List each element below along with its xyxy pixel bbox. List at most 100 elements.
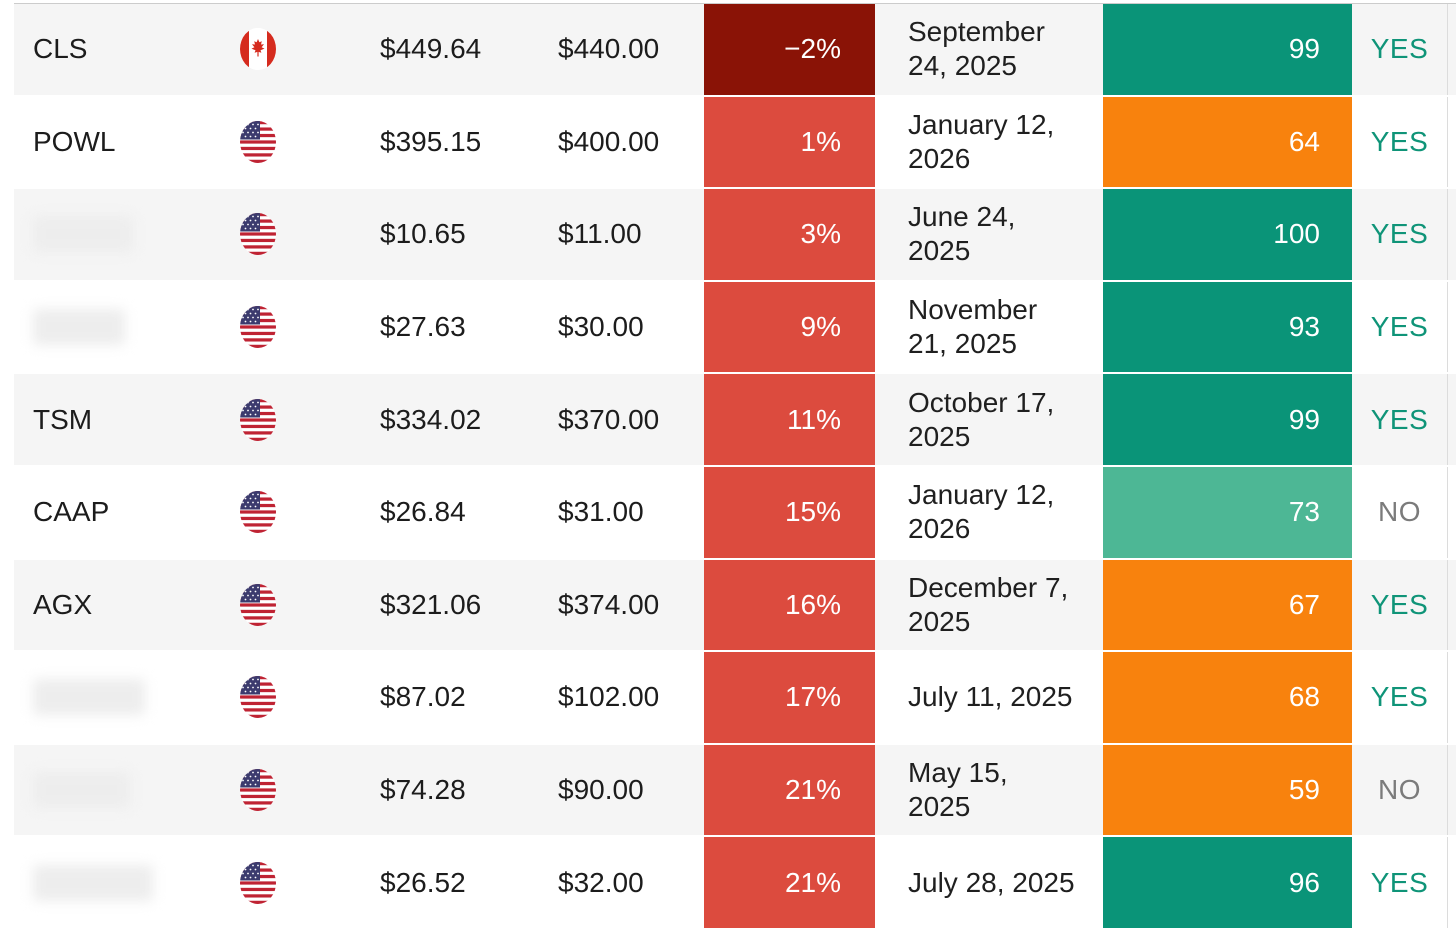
current-price-value: $87.02 [380, 681, 466, 713]
table-row[interactable]: $10.65 $11.00 3% June 24, 2025 100 YES [0, 189, 1456, 282]
column-divider [1447, 374, 1448, 465]
current-price-cell: $321.06 [290, 559, 490, 651]
percent-change-value: 11% [787, 403, 841, 435]
decision-value: NO [1378, 496, 1421, 528]
us-flag-icon [240, 306, 276, 349]
redacted-ticker-blur [33, 772, 130, 809]
date-cell: June 24, 2025 [875, 189, 1103, 280]
score-cell: 99 [1103, 374, 1352, 465]
current-price-cell: $395.15 [290, 96, 490, 188]
target-price-value: $32.00 [558, 866, 644, 898]
us-flag-icon [240, 861, 276, 904]
redacted-ticker-blur [33, 679, 145, 716]
date-value: September 24, 2025 [908, 16, 1045, 82]
ticker-label: POWL [33, 125, 116, 157]
current-price-value: $10.65 [380, 218, 466, 250]
target-price-value: $90.00 [558, 774, 644, 806]
row-spacer [675, 189, 704, 280]
decision-cell: YES [1352, 189, 1447, 280]
date-cell: January 12, 2026 [875, 96, 1103, 188]
country-flag-cell [226, 466, 290, 558]
table-row[interactable]: CAAP [0, 466, 1456, 560]
us-flag-icon [240, 769, 276, 812]
column-divider [1447, 281, 1448, 373]
country-flag-cell [226, 837, 290, 928]
country-flag-cell [226, 281, 290, 373]
us-flag-icon [240, 676, 276, 719]
ticker-cell [14, 652, 226, 743]
redacted-ticker-blur [33, 864, 153, 901]
current-price-value: $395.15 [380, 125, 482, 157]
row-right-filler [1448, 837, 1456, 928]
current-price-cell: $27.63 [290, 281, 490, 373]
row-right-filler [1448, 374, 1456, 465]
decision-cell: YES [1352, 281, 1447, 373]
canada-flag-icon [240, 28, 276, 71]
row-right-filler [1448, 4, 1456, 95]
percent-change-cell: 15% [704, 466, 875, 558]
table-row[interactable]: AGX [0, 559, 1456, 653]
decision-cell: YES [1352, 837, 1447, 928]
table-row[interactable]: $27.63 $30.00 9% November 21, 2025 93 YE… [0, 281, 1456, 375]
ticker-cell: AGX [14, 559, 226, 651]
redacted-ticker-blur [33, 216, 133, 253]
current-price-cell: $26.52 [290, 837, 490, 928]
target-price-cell: $440.00 [490, 4, 675, 95]
top-spacer [0, 0, 1456, 3]
table-row[interactable]: $74.28 $90.00 21% May 15, 2025 59 NO [0, 744, 1456, 838]
ticker-cell [14, 837, 226, 928]
score-cell: 67 [1103, 559, 1352, 651]
row-left-margin [0, 837, 14, 928]
decision-cell: NO [1352, 744, 1447, 836]
column-divider [1447, 744, 1448, 836]
decision-value: YES [1370, 681, 1429, 713]
score-cell: 99 [1103, 4, 1352, 95]
percent-change-value: 16% [784, 588, 841, 620]
score-value: 100 [1273, 218, 1320, 250]
us-flag-icon [240, 398, 276, 441]
row-spacer [675, 466, 704, 558]
row-right-filler [1448, 466, 1456, 558]
target-price-cell: $30.00 [490, 281, 675, 373]
date-cell: July 11, 2025 [875, 652, 1103, 743]
target-price-cell: $400.00 [490, 96, 675, 188]
column-divider [1447, 96, 1448, 188]
current-price-cell: $10.65 [290, 189, 490, 280]
percent-change-cell: 16% [704, 559, 875, 651]
decision-cell: YES [1352, 652, 1447, 743]
score-value: 73 [1288, 496, 1320, 528]
percent-change-value: 3% [800, 218, 841, 250]
target-price-cell: $102.00 [490, 652, 675, 743]
score-cell: 93 [1103, 281, 1352, 373]
target-price-cell: $32.00 [490, 837, 675, 928]
current-price-value: $27.63 [380, 311, 466, 343]
target-price-cell: $370.00 [490, 374, 675, 465]
row-right-filler [1448, 744, 1456, 836]
current-price-value: $449.64 [380, 33, 482, 65]
country-flag-cell [226, 189, 290, 280]
row-left-margin [0, 189, 14, 280]
table-row[interactable]: CLS $449.64 $440.00 −2% Septe [0, 4, 1456, 97]
row-left-margin [0, 281, 14, 373]
date-value: October 17, 2025 [908, 386, 1055, 452]
ticker-cell [14, 744, 226, 836]
decision-cell: NO [1352, 466, 1447, 558]
table-row[interactable]: $26.52 $32.00 21% July 28, 2025 96 YES [0, 837, 1456, 930]
percent-change-value: 1% [800, 125, 841, 157]
decision-cell: YES [1352, 96, 1447, 188]
table-row[interactable]: POWL [0, 96, 1456, 190]
ticker-cell [14, 281, 226, 373]
target-price-cell: $374.00 [490, 559, 675, 651]
table-row[interactable]: TSM [0, 374, 1456, 467]
date-cell: January 12, 2026 [875, 466, 1103, 558]
row-right-filler [1448, 559, 1456, 651]
redacted-ticker-blur [33, 309, 125, 346]
date-value: May 15, 2025 [908, 757, 1008, 823]
decision-value: YES [1370, 218, 1429, 250]
table-row[interactable]: $87.02 $102.00 17% July 11, 2025 68 YES [0, 652, 1456, 745]
score-value: 96 [1288, 866, 1320, 898]
percent-change-cell: 11% [704, 374, 875, 465]
target-price-cell: $31.00 [490, 466, 675, 558]
country-flag-cell [226, 559, 290, 651]
